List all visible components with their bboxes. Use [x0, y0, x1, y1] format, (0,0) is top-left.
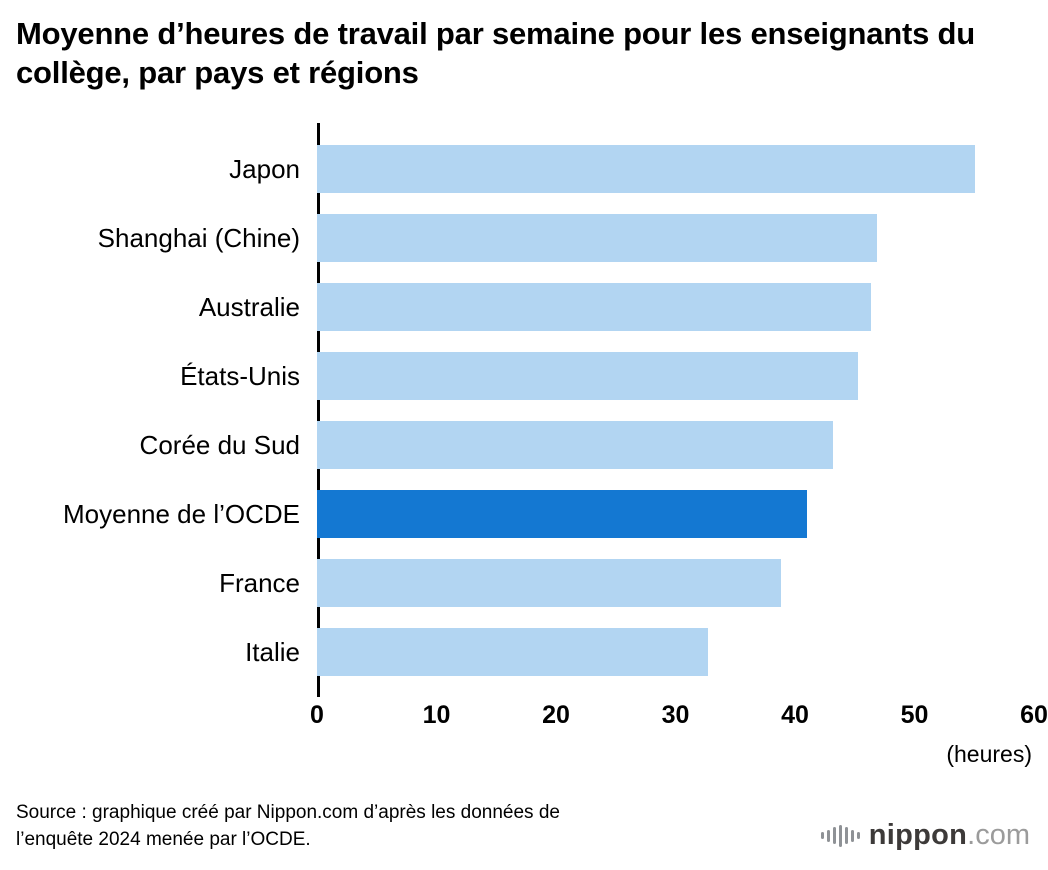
soundwave-bars-icon	[820, 824, 860, 847]
bar-track	[317, 559, 1034, 608]
bar-track	[317, 283, 1034, 332]
category-label: Australie	[198, 291, 300, 322]
bar-highlighted	[317, 490, 807, 539]
bar-row: Corée du Sud	[14, 411, 1034, 480]
category-label: Italie	[245, 636, 300, 667]
bar	[317, 283, 872, 332]
chart-title: Moyenne d’heures de travail par semaine …	[16, 16, 976, 91]
x-tick-label: 60	[1020, 700, 1048, 729]
bar-track	[317, 145, 1034, 194]
x-tick-label: 50	[900, 700, 929, 729]
category-label: France	[219, 567, 300, 598]
category-label: États-Unis	[180, 360, 300, 391]
source-line-2: l’enquête 2024 menée par l’OCDE.	[16, 829, 311, 851]
x-axis-ticks: 0 10 20 30 40 50 60	[310, 700, 1048, 733]
footer: Source : graphique créé par Nippon.com d…	[14, 799, 1034, 870]
bar-chart: Japon Shanghai (Chine) Australie États-Unis…	[14, 122, 1048, 768]
bar-rows: Japon Shanghai (Chine) Australie États-Unis…	[14, 122, 1034, 697]
bar-row: Shanghai (Chine)	[14, 204, 1034, 273]
category-label: Japon	[229, 153, 300, 184]
logo-name: nippon	[868, 819, 968, 851]
nippon-logo: nippon.com	[820, 819, 1030, 854]
bar-track	[317, 490, 1034, 539]
bar-track	[317, 352, 1034, 401]
x-axis-unit-row: (heures)	[14, 741, 1034, 768]
bar	[317, 352, 859, 401]
x-tick-label: 10	[422, 700, 451, 729]
bar-row: France	[14, 549, 1034, 618]
bar-track	[317, 628, 1034, 677]
bar-row: États-Unis	[14, 342, 1034, 411]
bar	[317, 145, 976, 194]
x-tick-label: 30	[661, 700, 690, 729]
bar-row: Moyenne de l’OCDE	[14, 480, 1034, 549]
bar-row: Australie	[14, 273, 1034, 342]
category-label: Shanghai (Chine)	[97, 222, 300, 253]
x-axis: 0 10 20 30 40 50 60	[14, 700, 1048, 733]
bar	[317, 214, 878, 263]
bar	[317, 559, 781, 608]
category-label: Moyenne de l’OCDE	[63, 498, 300, 529]
bar-track	[317, 421, 1034, 470]
source-line-1: Source : graphique créé par Nippon.com d…	[16, 801, 560, 823]
x-tick-label: 20	[542, 700, 570, 729]
bar	[317, 421, 834, 470]
x-axis-unit-label: (heures)	[946, 740, 1032, 767]
logo-tld: .com	[967, 819, 1030, 851]
category-label: Corée du Sud	[139, 429, 300, 460]
axis-spacer	[14, 701, 317, 733]
x-tick-label: 0	[310, 700, 324, 729]
bar	[317, 628, 708, 677]
logo-wordmark: nippon.com	[869, 819, 1030, 852]
source-note: Source : graphique créé par Nippon.com d…	[16, 799, 560, 854]
x-tick-label: 40	[781, 700, 809, 729]
bar-row: Italie	[14, 618, 1034, 687]
bar-row: Japon	[14, 135, 1034, 204]
bar-track	[317, 214, 1034, 263]
